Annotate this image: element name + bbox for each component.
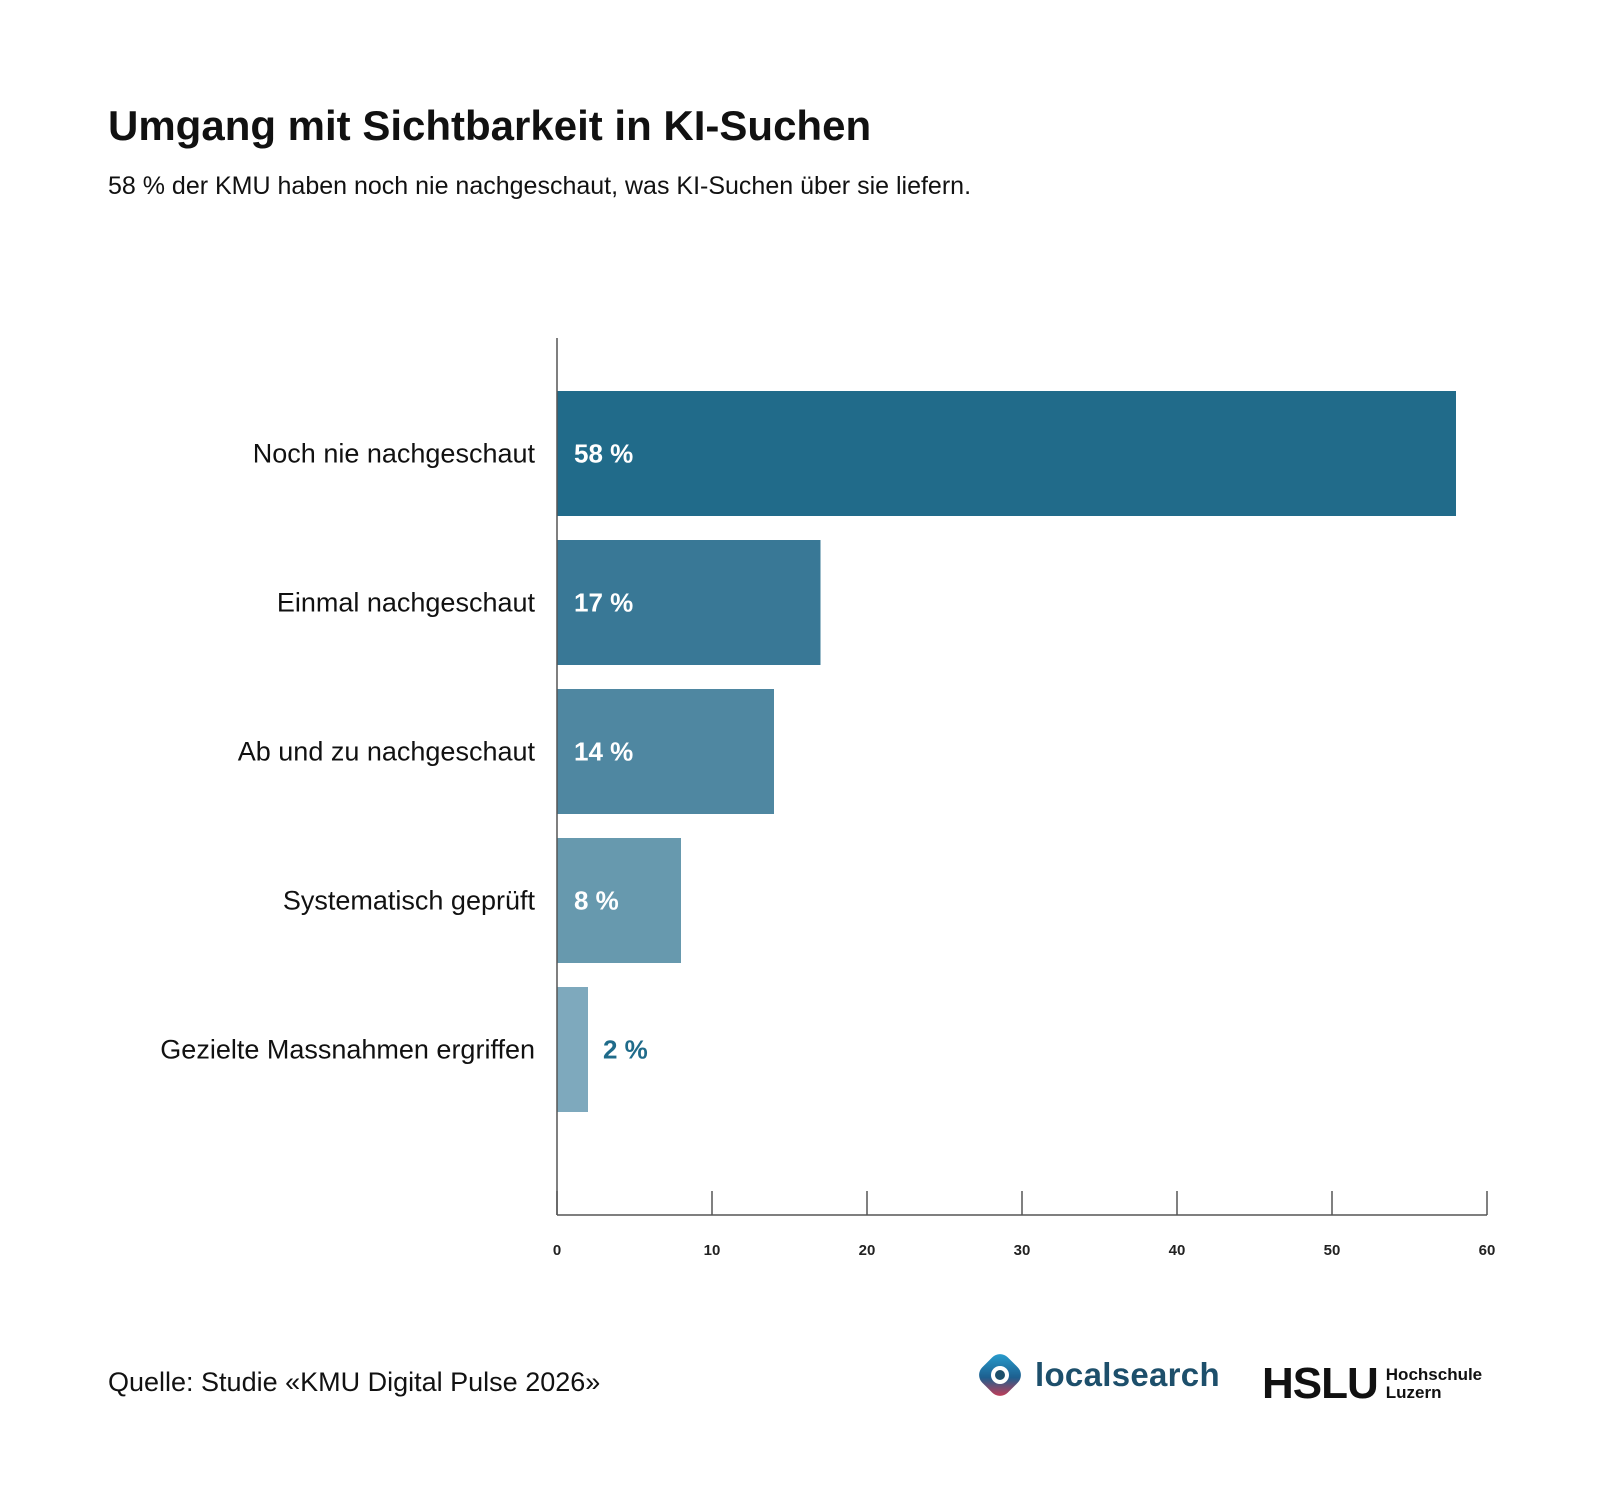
hslu-logo-mark: HSLU — [1262, 1359, 1379, 1408]
bar-3 — [557, 689, 774, 814]
bar-2 — [557, 540, 821, 665]
x-tick-label-2: 20 — [859, 1242, 876, 1259]
category-label-2: Einmal nachgeschaut — [277, 588, 536, 618]
value-label-5: 2 % — [603, 1035, 648, 1065]
localsearch-logo-text: localsearch — [1035, 1356, 1220, 1393]
value-label-1: 58 % — [574, 439, 633, 469]
value-label-3: 14 % — [574, 737, 633, 767]
value-label-2: 17 % — [574, 588, 633, 618]
localsearch-logo: localsearch — [975, 1350, 1220, 1400]
x-tick-label-3: 30 — [1014, 1242, 1031, 1259]
category-label-5: Gezielte Massnahmen ergriffen — [160, 1035, 535, 1065]
bars-group — [557, 391, 1456, 1112]
source-note: Quelle: Studie «KMU Digital Pulse 2026» — [108, 1367, 601, 1397]
value-label-4: 8 % — [574, 886, 619, 916]
category-label-4: Systematisch geprüft — [283, 886, 536, 916]
chart-title: Umgang mit Sichtbarkeit in KI-Suchen — [108, 102, 872, 149]
localsearch-logo-icon — [975, 1350, 1025, 1400]
bar-4 — [557, 838, 681, 963]
x-tick-label-6: 60 — [1479, 1242, 1496, 1259]
x-tick-label-4: 40 — [1169, 1242, 1186, 1259]
hslu-logo-subtitle: Hochschule Luzern — [1386, 1366, 1482, 1402]
hslu-logo: HSLU Hochschule Luzern — [1262, 1362, 1482, 1406]
bar-1 — [557, 391, 1456, 516]
category-label-1: Noch nie nachgeschaut — [253, 439, 536, 469]
bar-chart: Noch nie nachgeschaut Einmal nachgeschaut… — [160, 338, 1496, 1259]
bar-5 — [557, 987, 588, 1112]
category-labels: Noch nie nachgeschaut Einmal nachgeschaut… — [160, 439, 535, 1065]
hslu-logo-line2: Luzern — [1385, 1383, 1442, 1402]
x-tick-label-1: 10 — [704, 1242, 721, 1259]
chart-subtitle: 58 % der KMU haben noch nie nachgeschaut… — [108, 172, 972, 200]
value-labels: 58 % 17 % 14 % 8 % 2 % — [574, 439, 648, 1065]
category-label-3: Ab und zu nachgeschaut — [238, 737, 536, 767]
x-tick-label-5: 50 — [1324, 1242, 1341, 1259]
hslu-logo-line1: Hochschule — [1385, 1365, 1483, 1384]
x-axis-ticks: 0 10 20 30 40 50 60 — [553, 1191, 1496, 1259]
x-tick-label-0: 0 — [553, 1242, 561, 1259]
